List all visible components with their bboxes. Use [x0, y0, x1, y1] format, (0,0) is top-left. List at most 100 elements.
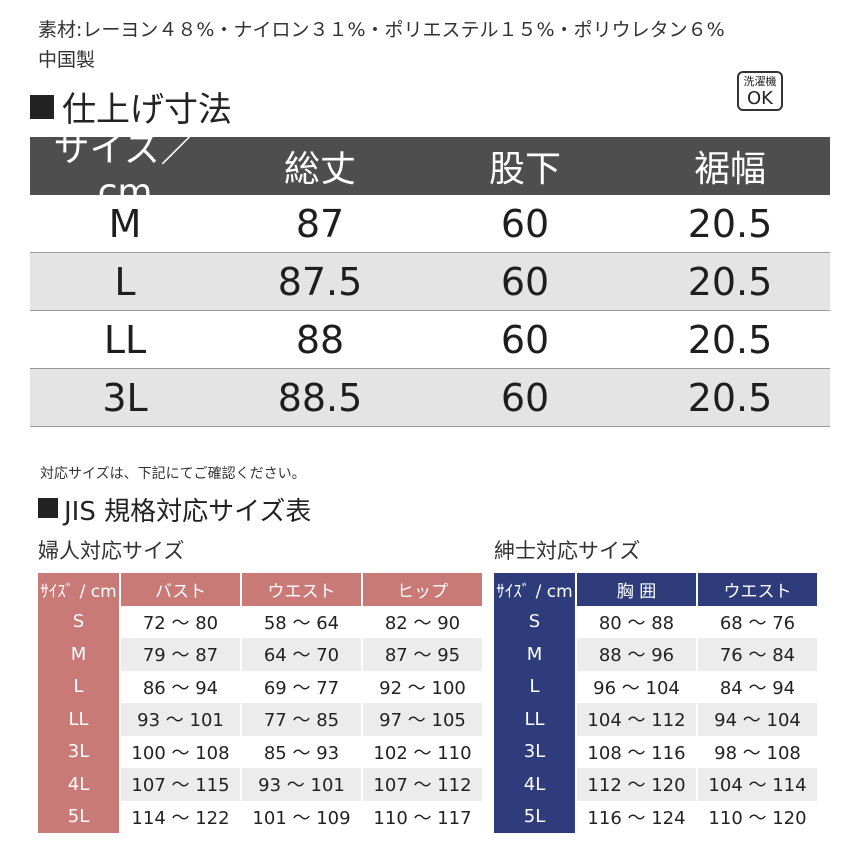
- table-row: M 79 ～ 87 64 ～ 70 87 ～ 95: [38, 638, 484, 671]
- length-cell: 88: [295, 317, 345, 362]
- inseam-cell: 60: [500, 317, 550, 362]
- size-cell: LL: [38, 703, 119, 736]
- range-cell: 107 ～ 115: [121, 768, 240, 801]
- washing-machine-ok-badge: 洗濯機 OK: [737, 71, 783, 111]
- range-cell: 86 ～ 94: [142, 677, 219, 699]
- table-row: 4L 107 ～ 115 93 ～ 101 107 ～ 112: [38, 768, 484, 801]
- square-bullet-icon: [30, 95, 54, 119]
- length-cell: 87: [295, 201, 345, 246]
- range-cell: 79 ～ 87: [121, 638, 240, 671]
- range-cell: 107 ～ 112: [363, 768, 482, 801]
- hem-width-cell: 20.5: [687, 375, 773, 420]
- header-cell: バスト: [121, 573, 240, 606]
- header-cell: 総丈: [283, 149, 356, 190]
- header-cell: ウエスト: [242, 573, 361, 606]
- range-cell: 101 ～ 109: [252, 807, 351, 829]
- table-row: L 96 ～ 104 84 ～ 94: [494, 670, 819, 703]
- size-cell: L: [494, 670, 575, 703]
- table-row: 3L 100 ～ 108 85 ～ 93 102 ～ 110: [38, 735, 484, 768]
- inseam-cell: 60: [500, 375, 550, 420]
- range-cell: 69 ～ 77: [263, 677, 340, 699]
- header-cell: ヒップ: [363, 573, 482, 606]
- range-cell: 77 ～ 85: [242, 703, 361, 736]
- table-row: 3L 88.5 60 20.5: [30, 369, 830, 427]
- hem-width-cell: 20.5: [687, 317, 773, 362]
- header-cell: ウエスト: [698, 573, 817, 606]
- size-cell: LL: [494, 703, 575, 736]
- women-size-title: 婦人対応サイズ: [38, 539, 185, 563]
- material-text: 素材:レーヨン４８%・ナイロン３１%・ポリエステル１５%・ポリウレタン６%: [38, 19, 725, 41]
- men-size-table: ｻｲｽﾞ / cm 胸 囲ウエスト S 80 ～ 88 68 ～ 76 M 88 ～ 96 7…: [494, 573, 819, 833]
- size-cell: 4L: [494, 768, 575, 801]
- table-row: 5L 116 ～ 124 110 ～ 120: [494, 800, 819, 833]
- range-cell: 72 ～ 80: [142, 612, 219, 634]
- header-cell: ｻｲｽﾞ / cm: [38, 573, 119, 606]
- length-cell: 88.5: [277, 375, 363, 420]
- wash-badge-top: 洗濯機: [743, 75, 777, 88]
- table-row: S 80 ～ 88 68 ～ 76: [494, 605, 819, 638]
- women-size-table: ｻｲｽﾞ / cm バスト ウエスト ヒップ S 72 ～ 80 58 ～ 64 82 ～ 9…: [38, 573, 484, 833]
- length-cell: 87.5: [277, 259, 363, 304]
- header-cell: 胸 囲: [577, 573, 696, 606]
- range-cell: 104 ～ 114: [698, 768, 817, 801]
- size-cell: 3L: [38, 735, 119, 768]
- finished-size-title: 仕上げ寸法: [30, 88, 232, 132]
- range-cell: 110 ～ 120: [708, 807, 807, 829]
- men-size-title: 紳士対応サイズ: [494, 539, 641, 563]
- range-cell: 87 ～ 95: [363, 638, 482, 671]
- range-cell: 93 ～ 101: [121, 703, 240, 736]
- range-cell: 94 ～ 104: [698, 703, 817, 736]
- size-cell: LL: [103, 317, 147, 362]
- table-row: 5L 114 ～ 122 101 ～ 109 110 ～ 117: [38, 800, 484, 833]
- range-cell: 97 ～ 105: [363, 703, 482, 736]
- size-cell: M: [108, 201, 142, 246]
- table-row: M 87 60 20.5: [30, 195, 830, 253]
- range-cell: 102 ～ 110: [373, 742, 472, 764]
- jis-title-text: JIS 規格対応サイズ表: [64, 497, 312, 527]
- range-cell: 93 ～ 101: [242, 768, 361, 801]
- size-cell: 5L: [38, 800, 119, 833]
- table-row: 4L 112 ～ 120 104 ～ 114: [494, 768, 819, 801]
- size-cell: M: [38, 638, 119, 671]
- size-table: サイズ／cm 総丈 股下 裾幅 M 87 60 20.5 L 87.5 60 2…: [30, 129, 830, 427]
- size-cell: 3L: [102, 375, 148, 420]
- jis-title: JIS 規格対応サイズ表: [38, 494, 311, 530]
- range-cell: 98 ～ 108: [714, 742, 801, 764]
- hem-width-cell: 20.5: [687, 259, 773, 304]
- range-cell: 112 ～ 120: [577, 768, 696, 801]
- table-row: L 87.5 60 20.5: [30, 253, 830, 311]
- range-cell: 64 ～ 70: [242, 638, 361, 671]
- square-bullet-icon: [38, 498, 58, 518]
- range-cell: 114 ～ 122: [131, 807, 230, 829]
- size-cell: S: [38, 605, 119, 638]
- table-row: 3L 108 ～ 116 98 ～ 108: [494, 735, 819, 768]
- inseam-cell: 60: [500, 259, 550, 304]
- header-cell: ｻｲｽﾞ / cm: [494, 573, 575, 606]
- table-row: M 88 ～ 96 76 ～ 84: [494, 638, 819, 671]
- range-cell: 68 ～ 76: [719, 612, 796, 634]
- jis-table-header: ｻｲｽﾞ / cm 胸 囲ウエスト: [494, 573, 819, 606]
- range-cell: 82 ～ 90: [384, 612, 461, 634]
- range-cell: 58 ～ 64: [263, 612, 340, 634]
- size-cell: L: [38, 670, 119, 703]
- size-cell: 4L: [38, 768, 119, 801]
- inseam-cell: 60: [500, 201, 550, 246]
- size-cell: 3L: [494, 735, 575, 768]
- header-cell: 股下: [488, 149, 561, 190]
- size-cell: M: [494, 638, 575, 671]
- table-row: LL 104 ～ 112 94 ～ 104: [494, 703, 819, 736]
- size-cell: 5L: [494, 800, 575, 833]
- size-note: 対応サイズは、下記にてご確認ください。: [40, 466, 306, 482]
- range-cell: 110 ～ 117: [373, 807, 472, 829]
- range-cell: 88 ～ 96: [577, 638, 696, 671]
- range-cell: 100 ～ 108: [131, 742, 230, 764]
- range-cell: 84 ～ 94: [719, 677, 796, 699]
- range-cell: 80 ～ 88: [598, 612, 675, 634]
- size-cell: L: [114, 259, 136, 304]
- finished-size-title-text: 仕上げ寸法: [62, 90, 232, 130]
- range-cell: 96 ～ 104: [593, 677, 680, 699]
- range-cell: 116 ～ 124: [587, 807, 686, 829]
- table-row: S 72 ～ 80 58 ～ 64 82 ～ 90: [38, 605, 484, 638]
- range-cell: 108 ～ 116: [587, 742, 686, 764]
- header-cell: 裾幅: [693, 149, 766, 190]
